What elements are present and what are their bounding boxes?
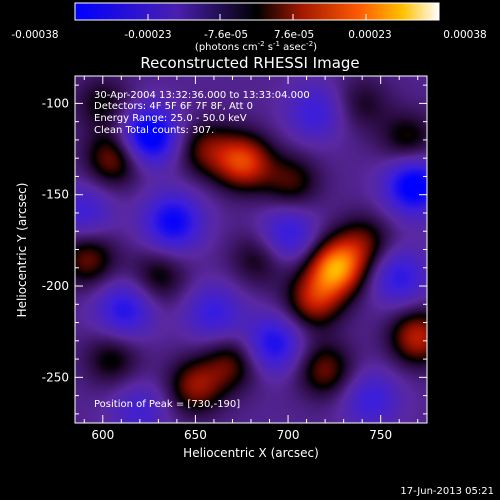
colorbar-tick-label: -7.6e-05 (204, 29, 248, 41)
x-axis-label: Heliocentric X (arcsec) (183, 446, 319, 460)
colorbar-tick-label: 7.6e-05 (274, 29, 314, 41)
axes: 600 650 700 750 -100 -150 -200 -250 (42, 76, 427, 442)
footer-date: 17-Jun-2013 05:21 (400, 486, 494, 497)
colorbar-tick-label: -0.00023 (124, 29, 171, 41)
y-tick-label: -100 (42, 96, 69, 110)
colorbar-tick-label: -0.00038 (11, 29, 58, 41)
colorbar-gradient (74, 2, 440, 21)
x-tick-label: 600 (91, 428, 114, 442)
chart-title: Reconstructed RHESSI Image (140, 54, 359, 72)
y-axis-label: Heliocentric Y (arcsec) (15, 183, 29, 318)
detectors-annotation: Detectors: 4F 5F 6F 7F 8F, Att 0 (94, 101, 253, 112)
energy-range-annotation: Energy Range: 25.0 - 50.0 keV (94, 113, 247, 124)
time-range-annotation: 30-Apr-2004 13:32:36.000 to 13:33:04.000 (94, 90, 310, 101)
x-tick-label: 650 (184, 428, 207, 442)
colorbar-tick-label: 0.00023 (348, 29, 391, 41)
algorithm-counts-annotation: Clean Total counts: 307. (94, 125, 214, 136)
y-tick-label: -150 (42, 188, 69, 202)
y-tick-label: -200 (42, 279, 69, 293)
y-tick-label: -250 (42, 370, 69, 384)
colorbar-unit-label: (photons cm-2 s-1 asec-2) (195, 40, 317, 53)
colorbar-tick-label: 0.00038 (443, 29, 486, 41)
colorbar-tick-marks (74, 14, 440, 20)
heatmap-image (75, 76, 427, 423)
x-tick-label: 700 (277, 428, 300, 442)
colorbar: -0.00038 -0.00023 -7.6e-05 7.6e-05 0.000… (11, 2, 487, 53)
x-tick-label: 750 (369, 428, 392, 442)
peak-position-annotation: Position of Peak = [730,-190] (94, 399, 240, 410)
